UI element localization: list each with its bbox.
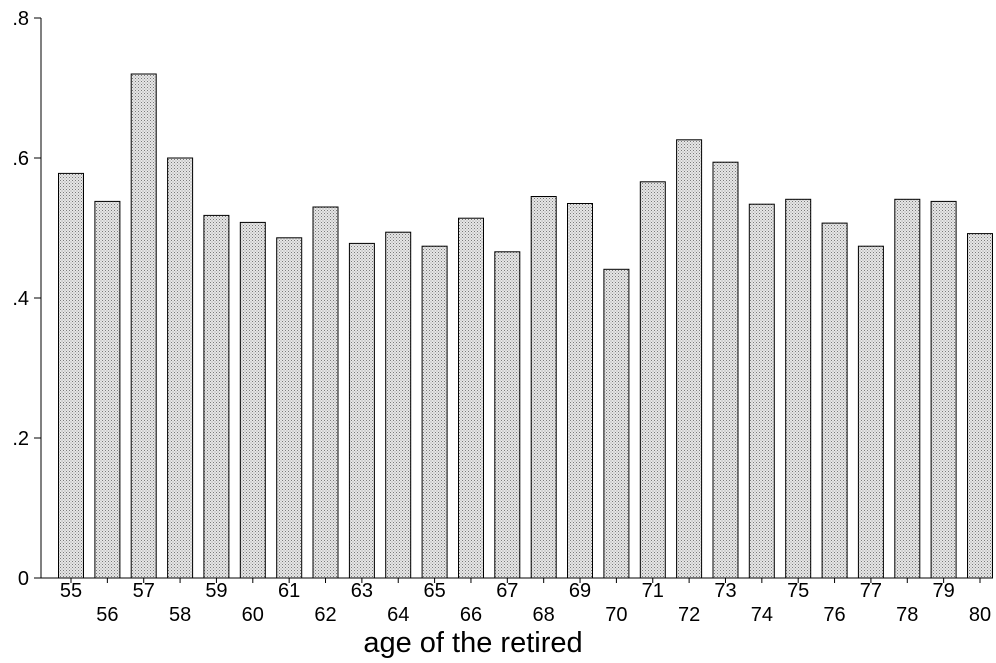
- bar-62: [312, 206, 339, 579]
- x-tick-label: 60: [242, 604, 264, 626]
- bar-73: [712, 161, 739, 579]
- bar-74: [748, 203, 775, 579]
- x-tick-label: 63: [351, 580, 373, 602]
- bar-79: [930, 200, 957, 579]
- x-tick-label: 77: [860, 580, 882, 602]
- x-tick-label: 69: [569, 580, 591, 602]
- bar-61: [276, 237, 303, 579]
- bar-77: [857, 245, 884, 579]
- x-tick-label: 75: [787, 580, 809, 602]
- bar-63: [348, 242, 375, 579]
- x-tick-label: 66: [460, 604, 482, 626]
- x-tick-label: 62: [314, 604, 336, 626]
- x-axis: 55 56 57 58 59 60 61 62 63 64 65 66 67 68 69 70 71 72 73 74…: [41, 577, 993, 626]
- x-tick-label: 72: [678, 604, 700, 626]
- x-tick-label: 55: [60, 580, 82, 602]
- x-axis-title: age of the retired: [363, 627, 582, 659]
- bar-75: [785, 198, 812, 579]
- bar-68: [530, 196, 557, 579]
- y-tick-label: 0: [18, 568, 29, 590]
- bar-56: [94, 200, 121, 579]
- x-tick-label: 65: [423, 580, 445, 602]
- bar-64: [385, 231, 412, 579]
- bar-70: [603, 268, 630, 579]
- bar-66: [458, 217, 484, 579]
- x-tick-label: 67: [496, 580, 518, 602]
- bar-57: [130, 73, 157, 579]
- y-tick-label: .6: [12, 148, 29, 170]
- y-tick-label: .4: [12, 288, 29, 310]
- x-tick-label: 58: [169, 604, 191, 626]
- y-tick-label: .2: [12, 428, 29, 450]
- bar-59: [203, 214, 230, 579]
- x-tick-label: 76: [823, 604, 845, 626]
- x-tick-label: 64: [387, 604, 409, 626]
- x-tick-label: 61: [278, 580, 300, 602]
- x-tick-label: 74: [751, 604, 773, 626]
- x-tick-label: 70: [605, 604, 627, 626]
- x-tick-label: 73: [714, 580, 736, 602]
- x-tick-label: 80: [969, 604, 991, 626]
- x-tick-label: 79: [933, 580, 955, 602]
- bar-58: [167, 157, 194, 579]
- bars-group: [58, 73, 993, 579]
- bar-80: [967, 233, 993, 579]
- bar-69: [567, 203, 593, 579]
- bar-60: [239, 221, 266, 579]
- bar-72: [676, 139, 703, 579]
- x-tick-label: 56: [96, 604, 118, 626]
- y-tick-label: .8: [12, 8, 29, 30]
- x-tick-label: 57: [133, 580, 155, 602]
- bar-65: [421, 245, 448, 579]
- bar-71: [639, 181, 666, 579]
- bar-76: [821, 222, 848, 579]
- x-tick-label: 59: [205, 580, 227, 602]
- y-axis: 0 .2 .4 .6 .8: [12, 8, 42, 590]
- bar-67: [494, 251, 521, 579]
- x-tick-label: 78: [896, 604, 918, 626]
- x-tick-label: 71: [642, 580, 664, 602]
- bar-78: [894, 198, 921, 579]
- x-tick-label: 68: [533, 604, 555, 626]
- bar-55: [58, 172, 84, 579]
